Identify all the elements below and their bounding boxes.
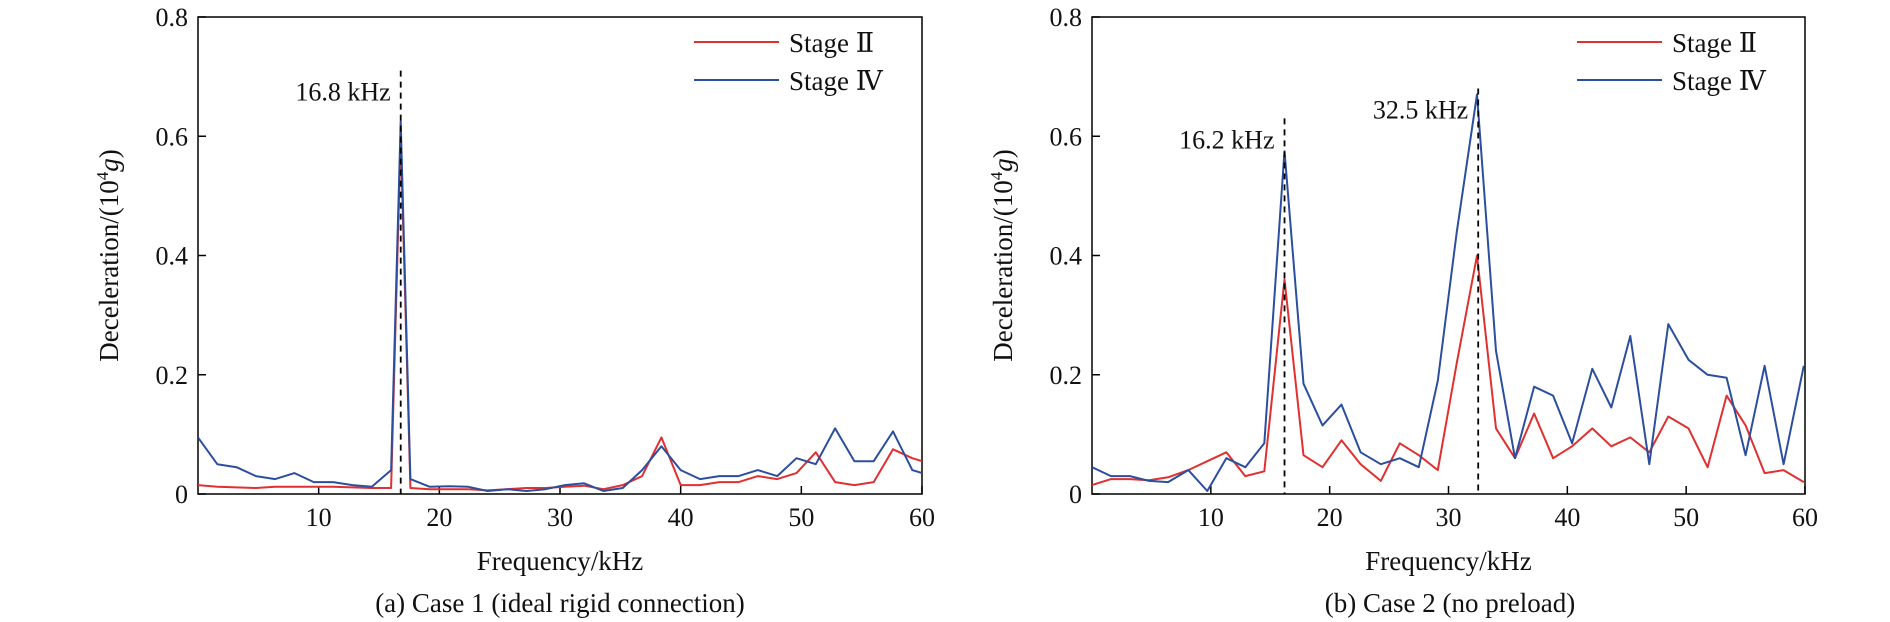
panel-b-series-stage4	[1092, 93, 1805, 492]
panel-b-x-tick-label-10: 10	[1198, 503, 1224, 532]
panel-b-legend-label-stage4: Stage Ⅳ	[1672, 66, 1767, 96]
panel-b-y-tick-label-2: 0.4	[1050, 242, 1083, 271]
panel-a-x-tick-label-60: 60	[909, 503, 935, 532]
panel-a-x-axis-label: Frequency/kHz	[477, 546, 643, 576]
panel-b-peak2-label: 32.5 kHz	[1373, 96, 1468, 125]
panel-a-x-tick-label-10: 10	[306, 503, 332, 532]
panel-b-series-stage2	[1092, 254, 1805, 487]
panel-b-x-tick-label-60: 60	[1792, 503, 1818, 532]
panel-a-y-tick-label-2: 0.4	[156, 242, 189, 271]
panel-b-caption: (b) Case 2 (no preload)	[1325, 588, 1575, 618]
panel-b-x-tick-label-20: 20	[1317, 503, 1343, 532]
panel-b: 10 20 30 40 50 60 0 0.2 0.4 0.6 0.8 16.2 kHz 32.5 …	[987, 3, 1818, 618]
panel-a: 10 20 30 40 50 60 0 0.2 0.4 0.6 0.8 16.8 kHz Stage…	[93, 3, 935, 618]
panel-a-y-tick-label-1: 0.2	[156, 361, 189, 390]
panel-a-legend: Stage Ⅱ Stage Ⅳ	[694, 28, 884, 96]
panel-b-legend-label-stage2: Stage Ⅱ	[1672, 28, 1757, 58]
panel-a-peak-label: 16.8 kHz	[295, 78, 390, 107]
panel-a-series-stage2	[198, 135, 922, 492]
panel-a-y-tick-label-3: 0.6	[156, 122, 189, 151]
panel-b-legend: Stage Ⅱ Stage Ⅳ	[1577, 28, 1767, 96]
panel-a-x-tick-label-30: 30	[547, 503, 573, 532]
panel-b-y-tick-label-3: 0.6	[1050, 122, 1083, 151]
panel-b-x-tick-label-50: 50	[1673, 503, 1699, 532]
panel-a-y-tick-label-0: 0	[175, 480, 188, 509]
panel-a-y-axis-label: Deceleration/(104g)	[93, 149, 124, 361]
panel-a-x-tick-label-20: 20	[426, 503, 452, 532]
panel-a-legend-label-stage4: Stage Ⅳ	[789, 66, 884, 96]
panel-a-y-tick-label-4: 0.8	[156, 3, 189, 32]
panel-a-series-stage4	[198, 120, 922, 492]
panel-b-peak1-label: 16.2 kHz	[1179, 125, 1274, 154]
panel-a-x-tick-label-50: 50	[788, 503, 814, 532]
panel-b-x-tick-label-30: 30	[1436, 503, 1462, 532]
panel-b-x-axis-label: Frequency/kHz	[1365, 546, 1531, 576]
panel-b-x-tick-label-40: 40	[1554, 503, 1580, 532]
panel-a-legend-label-stage2: Stage Ⅱ	[789, 28, 874, 58]
panel-b-y-tick-label-4: 0.8	[1050, 3, 1083, 32]
panel-b-y-axis-label: Deceleration/(104g)	[987, 149, 1018, 361]
panel-b-y-tick-label-1: 0.2	[1050, 361, 1083, 390]
panel-a-caption: (a) Case 1 (ideal rigid connection)	[375, 588, 745, 618]
panel-b-y-tick-label-0: 0	[1069, 480, 1082, 509]
panel-a-x-tick-label-40: 40	[668, 503, 694, 532]
